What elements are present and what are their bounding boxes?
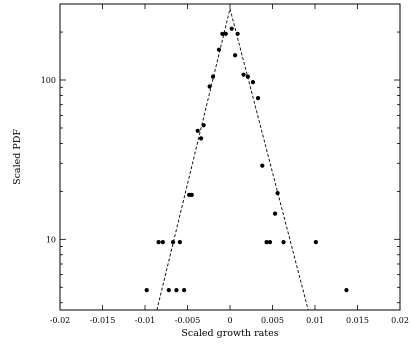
data-point — [267, 240, 273, 245]
axis-ticks — [59, 3, 401, 310]
x-tick-label: 0.01 — [306, 316, 324, 325]
data-point — [281, 240, 286, 245]
y-tick-label: 100 — [41, 76, 56, 85]
data-point — [201, 123, 206, 128]
data-point — [313, 240, 318, 245]
data-point — [229, 26, 234, 31]
x-tick-label: 0.02 — [391, 316, 409, 325]
data-point — [216, 47, 222, 52]
data-point — [160, 240, 165, 245]
data-point — [245, 74, 250, 79]
data-point — [275, 191, 280, 196]
x-tick-label: 0.015 — [346, 316, 369, 325]
fit-line — [156, 8, 231, 311]
data-point — [177, 240, 182, 245]
tick-labels: -0.02 -0.015 -0.01 -0.005 0 0.005 0.01 0.015 0.0… — [41, 76, 409, 325]
x-tick-label: -0.01 — [135, 316, 156, 325]
data-point — [182, 287, 187, 293]
data-point — [272, 211, 278, 216]
data-point — [264, 240, 269, 245]
data-point — [233, 53, 238, 58]
data-point — [344, 287, 349, 293]
x-axis-label: Scaled growth rates — [181, 328, 278, 339]
data-point — [255, 95, 261, 101]
x-tick-label: 0 — [227, 316, 232, 325]
data-point — [170, 240, 176, 245]
data-point — [220, 31, 225, 36]
x-tick-label: -0.02 — [50, 316, 71, 325]
data-point — [241, 72, 246, 77]
data-point — [210, 74, 216, 79]
x-tick-label: 0.005 — [261, 316, 284, 325]
data-point — [223, 31, 228, 36]
fit-line — [229, 8, 309, 311]
data-point — [199, 136, 204, 141]
data-point — [195, 128, 200, 133]
data-point — [207, 84, 212, 89]
x-tick-label: -0.005 — [175, 316, 201, 325]
x-tick-label: -0.015 — [90, 316, 116, 325]
data-point — [144, 287, 149, 293]
y-axis-label: Scaled PDF — [12, 129, 23, 185]
data-point — [156, 240, 161, 245]
data-point — [260, 163, 265, 168]
data-point — [250, 80, 256, 85]
data-point — [166, 287, 171, 293]
data-points — [144, 26, 349, 293]
plot-frame — [59, 3, 401, 311]
data-point — [174, 287, 179, 293]
fit-lines — [156, 8, 309, 311]
y-tick-label: 10 — [46, 235, 56, 244]
data-point — [189, 192, 194, 198]
data-point — [235, 31, 240, 36]
